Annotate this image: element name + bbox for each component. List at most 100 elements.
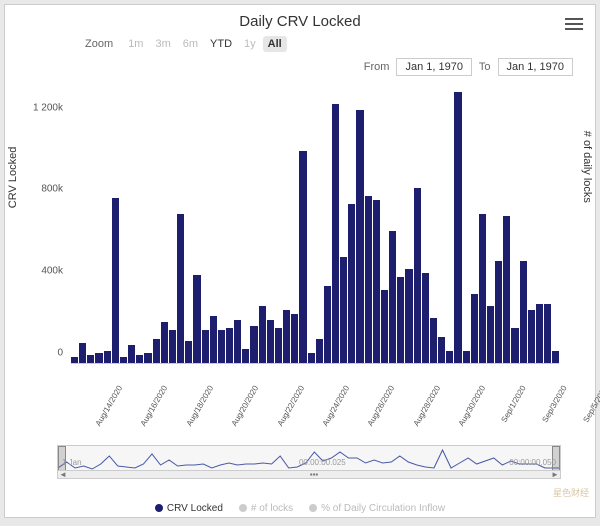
plot-area[interactable] <box>71 88 559 364</box>
bar[interactable] <box>112 198 119 363</box>
bar[interactable] <box>446 351 453 363</box>
bar[interactable] <box>79 343 86 363</box>
y-axis-labels: 0400k800k1 200k <box>19 88 67 364</box>
zoom-button-All[interactable]: All <box>263 36 287 52</box>
chart-area: CRV Locked # of daily locks 0400k800k1 2… <box>19 88 581 378</box>
chart-title: Daily CRV Locked <box>5 5 595 34</box>
zoom-button-YTD[interactable]: YTD <box>205 36 237 52</box>
scroll-left-icon[interactable]: ◄ <box>58 471 68 479</box>
bar[interactable] <box>291 314 298 363</box>
bar[interactable] <box>177 214 184 363</box>
zoom-button-6m: 6m <box>178 36 203 52</box>
bar[interactable] <box>397 277 404 363</box>
legend-label: # of locks <box>251 503 293 514</box>
chart-legend: CRV Locked # of locks % of Daily Circulati… <box>5 503 595 514</box>
bar[interactable] <box>430 318 437 363</box>
bar[interactable] <box>275 328 282 363</box>
bar[interactable] <box>169 330 176 363</box>
legend-dot-icon <box>239 504 247 512</box>
range-navigator[interactable]: 1 Jan 00:00:00.025 00:00:00.050 ◄ ▪▪▪ ► <box>57 445 561 479</box>
x-axis-labels: Aug/14/2020Aug/16/2020Aug/18/2020Aug/20/… <box>71 376 559 446</box>
scroll-grip-icon[interactable]: ▪▪▪ <box>309 471 319 479</box>
bar[interactable] <box>210 316 217 363</box>
bar[interactable] <box>299 151 306 363</box>
from-label: From <box>364 61 390 73</box>
bar[interactable] <box>438 337 445 363</box>
bar[interactable] <box>71 357 78 363</box>
bar[interactable] <box>381 290 388 363</box>
navigator-scrollbar[interactable]: ◄ ▪▪▪ ► <box>58 470 560 478</box>
bar[interactable] <box>422 273 429 363</box>
bar[interactable] <box>202 330 209 363</box>
bar[interactable] <box>340 257 347 363</box>
bar[interactable] <box>356 110 363 363</box>
from-date-input[interactable]: Jan 1, 1970 <box>396 58 472 76</box>
bar[interactable] <box>414 188 421 363</box>
bar[interactable] <box>193 275 200 363</box>
zoom-toolbar: Zoom 1m3m6mYTD1yAll <box>5 34 595 54</box>
bar[interactable] <box>250 326 257 363</box>
bar[interactable] <box>463 351 470 363</box>
y-axis-title: CRV Locked <box>7 147 19 209</box>
bar[interactable] <box>161 322 168 363</box>
y-tick-label: 1 200k <box>33 102 63 113</box>
navigator-label-mid: 00:00:00.025 <box>299 458 346 467</box>
legend-dot-icon <box>155 504 163 512</box>
bar[interactable] <box>242 349 249 363</box>
bar[interactable] <box>185 341 192 363</box>
zoom-button-1m: 1m <box>123 36 148 52</box>
legend-item[interactable]: CRV Locked <box>155 503 223 514</box>
bar[interactable] <box>267 320 274 363</box>
bar[interactable] <box>487 306 494 363</box>
bar[interactable] <box>316 339 323 363</box>
bar[interactable] <box>479 214 486 363</box>
to-label: To <box>479 61 491 73</box>
bar[interactable] <box>218 330 225 363</box>
legend-item[interactable]: % of Daily Circulation Inflow <box>309 503 445 514</box>
legend-item[interactable]: # of locks <box>239 503 293 514</box>
navigator-label-left: 1 Jan <box>62 458 82 467</box>
legend-label: CRV Locked <box>167 503 223 514</box>
bar[interactable] <box>536 304 543 363</box>
y-tick-label: 0 <box>57 348 63 359</box>
zoom-label: Zoom <box>85 38 113 50</box>
y-tick-label: 800k <box>41 184 63 195</box>
bar[interactable] <box>283 310 290 363</box>
bar[interactable] <box>259 306 266 363</box>
bar[interactable] <box>153 339 160 363</box>
chart-card: Daily CRV Locked Zoom 1m3m6mYTD1yAll Fro… <box>4 4 596 518</box>
bar[interactable] <box>454 92 461 363</box>
bar[interactable] <box>128 345 135 363</box>
bar[interactable] <box>95 353 102 363</box>
hamburger-menu-icon[interactable] <box>565 15 583 29</box>
bar[interactable] <box>503 216 510 363</box>
bar[interactable] <box>226 328 233 363</box>
scroll-right-icon[interactable]: ► <box>550 471 560 479</box>
bar[interactable] <box>234 320 241 363</box>
bar[interactable] <box>389 231 396 363</box>
bar[interactable] <box>528 310 535 363</box>
bar[interactable] <box>495 261 502 363</box>
bar[interactable] <box>365 196 372 363</box>
legend-label: % of Daily Circulation Inflow <box>321 503 445 514</box>
date-range-row: From Jan 1, 1970 To Jan 1, 1970 <box>5 54 595 78</box>
bar[interactable] <box>511 328 518 363</box>
bar[interactable] <box>104 351 111 363</box>
bar[interactable] <box>332 104 339 363</box>
bar[interactable] <box>87 355 94 363</box>
bar[interactable] <box>144 353 151 363</box>
bar[interactable] <box>405 269 412 363</box>
to-date-input[interactable]: Jan 1, 1970 <box>498 58 574 76</box>
bar[interactable] <box>552 351 559 363</box>
bar[interactable] <box>120 357 127 363</box>
bar[interactable] <box>308 353 315 363</box>
bar[interactable] <box>520 261 527 363</box>
bar[interactable] <box>136 355 143 363</box>
bar[interactable] <box>348 204 355 363</box>
bar[interactable] <box>471 294 478 363</box>
bar[interactable] <box>373 200 380 363</box>
navigator-label-right: 00:00:00.050 <box>509 458 556 467</box>
bar[interactable] <box>544 304 551 363</box>
y2-axis-title: # of daily locks <box>581 131 593 203</box>
bar[interactable] <box>324 286 331 363</box>
